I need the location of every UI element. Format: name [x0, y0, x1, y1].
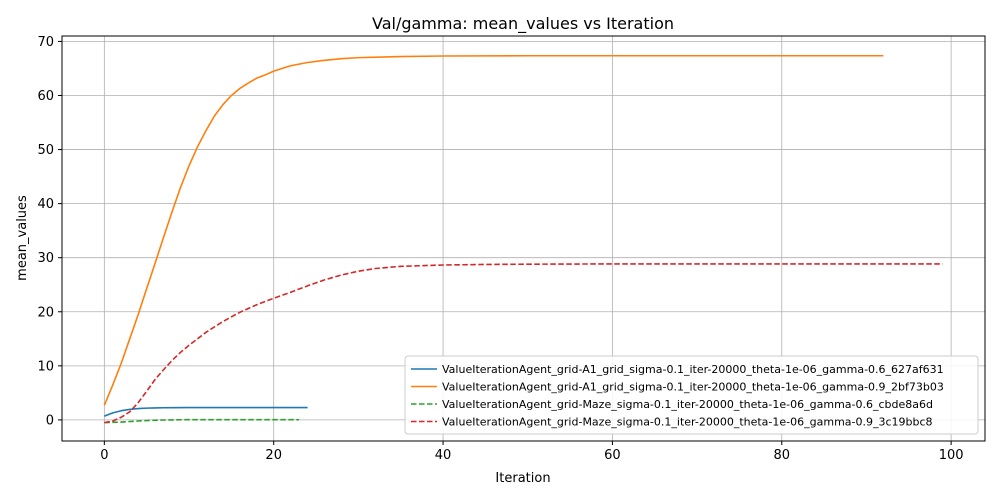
legend-label-1: ValueIterationAgent_grid-A1_grid_sigma-0…	[442, 363, 944, 376]
y-tick-label: 50	[37, 143, 54, 158]
x-tick-label: 80	[773, 448, 790, 463]
y-tick-label: 40	[37, 197, 54, 212]
y-tick-label: 30	[37, 251, 54, 266]
y-tick-label: 60	[37, 89, 54, 104]
series-line-4	[104, 263, 943, 424]
legend-label-2: ValueIterationAgent_grid-A1_grid_sigma-0…	[442, 381, 944, 394]
x-tick-label: 40	[435, 448, 452, 463]
y-tick-label: 20	[37, 305, 54, 320]
ticks: 0 20 40 60 80 100 0 10 20 30 40 50 60 70	[37, 35, 963, 463]
legend-label-3: ValueIterationAgent_grid-Maze_sigma-0.1_…	[442, 398, 933, 411]
y-tick-label: 0	[46, 413, 54, 428]
legend-label-4: ValueIterationAgent_grid-Maze_sigma-0.1_…	[442, 416, 933, 429]
series-line-3	[104, 418, 300, 424]
x-tick-label: 20	[265, 448, 282, 463]
x-axis-label: Iteration	[495, 471, 550, 486]
series-layer	[103, 54, 943, 424]
y-axis-label: mean_values	[15, 195, 30, 281]
chart-title: Val/gamma: mean_values vs Iteration	[372, 14, 674, 34]
y-tick-label: 10	[37, 359, 54, 374]
series-line-1	[104, 406, 308, 417]
x-tick-label: 0	[100, 448, 108, 463]
legend: ValueIterationAgent_grid-A1_grid_sigma-0…	[404, 355, 979, 435]
plot-frame	[61, 35, 986, 442]
x-tick-label: 100	[939, 448, 964, 463]
series-line-2	[103, 54, 884, 406]
legend-box	[404, 355, 979, 435]
x-tick-label: 60	[604, 448, 621, 463]
y-tick-label: 70	[37, 35, 54, 50]
